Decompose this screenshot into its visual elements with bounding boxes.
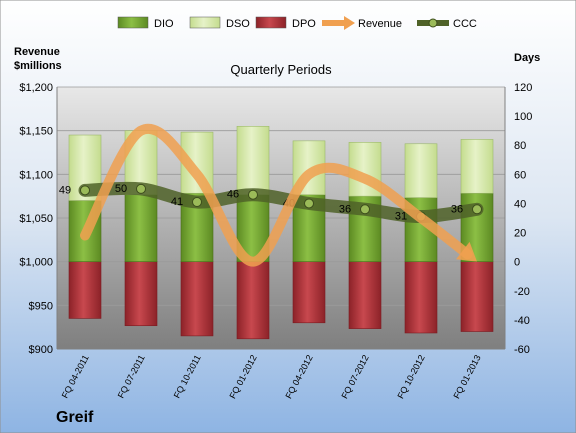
left-tick-label: $950 xyxy=(29,300,53,312)
ccc-data-label: 41 xyxy=(171,196,183,208)
dpo-bar xyxy=(404,261,438,334)
legend-label-revenue: Revenue xyxy=(358,18,402,30)
right-tick-label: -20 xyxy=(514,286,530,298)
dpo-bar xyxy=(124,261,158,327)
left-axis-label-line2: $millions xyxy=(14,60,62,72)
legend-swatch-dpo xyxy=(255,16,287,29)
revenue-arrowhead xyxy=(456,241,477,262)
dpo-bar xyxy=(460,261,494,332)
right-tick-label: -60 xyxy=(514,344,530,356)
dpo-bar xyxy=(348,261,382,329)
left-axis-label-line1: Revenue xyxy=(14,46,60,58)
right-tick-label: 120 xyxy=(514,82,532,94)
legend-swatch-dso xyxy=(189,16,221,29)
legend-swatch-revenue-arrow xyxy=(344,16,355,30)
dpo-bar xyxy=(236,261,270,340)
ccc-marker xyxy=(304,198,314,209)
right-tick-label: 40 xyxy=(514,198,526,210)
legend: DIO DSO DPO Revenue CCC xyxy=(117,16,477,30)
ccc-marker xyxy=(192,196,202,207)
legend-swatch-ccc-marker xyxy=(428,18,438,28)
dpo-bar xyxy=(180,261,214,337)
legend-label-dio: DIO xyxy=(154,18,174,30)
left-tick-label: $1,100 xyxy=(19,169,53,181)
legend-swatch-dio xyxy=(117,16,149,29)
ccc-data-label: 46 xyxy=(227,189,239,201)
right-axis: -60 -40 -20 0 20 40 60 80 100 120 xyxy=(514,82,532,356)
chart-title: Quarterly Periods xyxy=(230,62,332,77)
ccc-data-label: 50 xyxy=(115,183,127,195)
right-tick-label: -40 xyxy=(514,315,530,327)
dso-bar xyxy=(460,139,494,194)
left-tick-label: $1,200 xyxy=(19,82,53,94)
dpo-bar xyxy=(292,261,326,324)
ccc-marker xyxy=(248,189,258,200)
left-axis: $900 $950 $1,000 $1,050 $1,100 $1,150 $1,200 xyxy=(19,82,53,356)
right-tick-label: 80 xyxy=(514,140,526,152)
legend-label-dpo: DPO xyxy=(292,18,316,30)
legend-label-ccc: CCC xyxy=(453,18,477,30)
ccc-data-label: 49 xyxy=(59,184,71,196)
left-tick-label: $1,050 xyxy=(19,213,53,225)
left-tick-label: $1,000 xyxy=(19,257,53,269)
dso-bar xyxy=(404,143,438,198)
legend-label-dso: DSO xyxy=(226,18,250,30)
ccc-marker xyxy=(472,204,482,215)
ccc-marker xyxy=(80,185,90,196)
revenue-line xyxy=(80,123,473,267)
ccc-marker xyxy=(136,183,146,194)
dio-bar xyxy=(124,194,158,262)
right-tick-label: 20 xyxy=(514,228,526,240)
company-name: Greif xyxy=(56,409,94,426)
ccc-data-label: 36 xyxy=(451,203,463,215)
dso-bar xyxy=(236,126,270,196)
ccc-data-label: 31 xyxy=(395,211,407,223)
ccc-marker xyxy=(360,204,370,215)
left-tick-label: $1,150 xyxy=(19,126,53,138)
right-axis-label: Days xyxy=(514,52,540,64)
left-tick-label: $900 xyxy=(29,344,53,356)
dpo-bar xyxy=(68,261,102,319)
right-tick-label: 100 xyxy=(514,111,532,123)
ccc-data-label: 36 xyxy=(339,203,351,215)
right-tick-label: 0 xyxy=(514,257,520,269)
right-tick-label: 60 xyxy=(514,169,526,181)
